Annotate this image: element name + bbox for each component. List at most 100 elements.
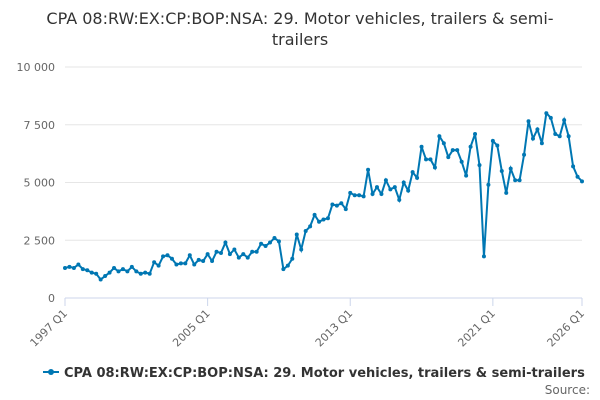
point [535,127,540,132]
point [76,262,81,267]
point [192,262,197,267]
point [339,201,344,206]
point [357,193,362,198]
point [103,274,108,279]
point [161,254,166,259]
point [575,174,580,179]
point [223,240,228,245]
point [522,152,527,157]
point [241,252,246,257]
point [437,134,442,139]
point [303,229,308,234]
point [259,241,264,246]
point [526,119,531,124]
point [210,259,215,264]
point [401,180,406,185]
point [63,265,67,270]
x-tick-label: 2026 Q1 [545,307,588,350]
chart-title: CPA 08:RW:EX:CP:BOP:NSA: 29. Motor vehic… [46,9,554,49]
point [321,217,326,222]
point [490,138,495,143]
point [544,111,549,116]
point [548,115,553,120]
point [495,143,500,148]
point [143,270,148,275]
point [441,141,446,146]
point [530,136,535,141]
point [330,202,335,207]
point [227,252,232,257]
point [432,165,437,170]
point [129,264,134,269]
point [165,253,170,258]
point [134,269,139,274]
point [232,247,237,252]
point [312,212,317,217]
point [218,250,223,255]
legend-marker [48,369,54,375]
y-tick-label: 10 000 [17,61,56,74]
point [214,249,219,254]
point [459,159,464,164]
point [348,190,353,195]
point [276,239,281,244]
point [308,224,313,229]
point [504,190,509,195]
point [580,179,584,184]
point [334,203,339,208]
point [85,268,90,273]
point [138,271,143,276]
point [513,178,518,183]
point [481,254,486,259]
point [450,148,455,153]
point [370,192,375,197]
point [508,166,513,171]
point [562,118,567,123]
point [325,216,330,221]
source: Source: [545,383,590,397]
point [379,192,384,197]
point [468,144,473,149]
point [566,134,571,139]
point [67,264,72,269]
point [294,232,299,237]
x-tick-label: 2021 Q1 [455,307,498,350]
point [361,194,366,199]
point [156,263,161,268]
point [112,265,117,270]
point [263,244,268,249]
point [553,131,558,136]
point [107,270,112,275]
point [152,260,157,265]
point [245,255,250,260]
point [571,164,576,169]
point [392,185,397,190]
x-tick-label: 2005 Q1 [170,307,213,350]
point [272,235,277,240]
point [116,269,121,274]
point [250,249,255,254]
point [317,219,322,224]
point [366,167,371,172]
point [120,267,125,272]
point [415,175,420,180]
point [388,187,393,192]
point [196,257,201,262]
point [428,157,433,162]
point [410,170,415,175]
point [71,265,76,270]
point [539,141,544,146]
point [174,262,179,267]
legend-label: CPA 08:RW:EX:CP:BOP:NSA: 29. Motor vehic… [64,366,585,381]
point [424,157,429,162]
point [406,188,411,193]
point [205,252,210,257]
point [178,261,183,266]
y-tick-label: 5 000 [24,177,56,190]
point [183,261,188,266]
point [285,263,290,268]
point [268,240,273,245]
point [446,155,451,160]
